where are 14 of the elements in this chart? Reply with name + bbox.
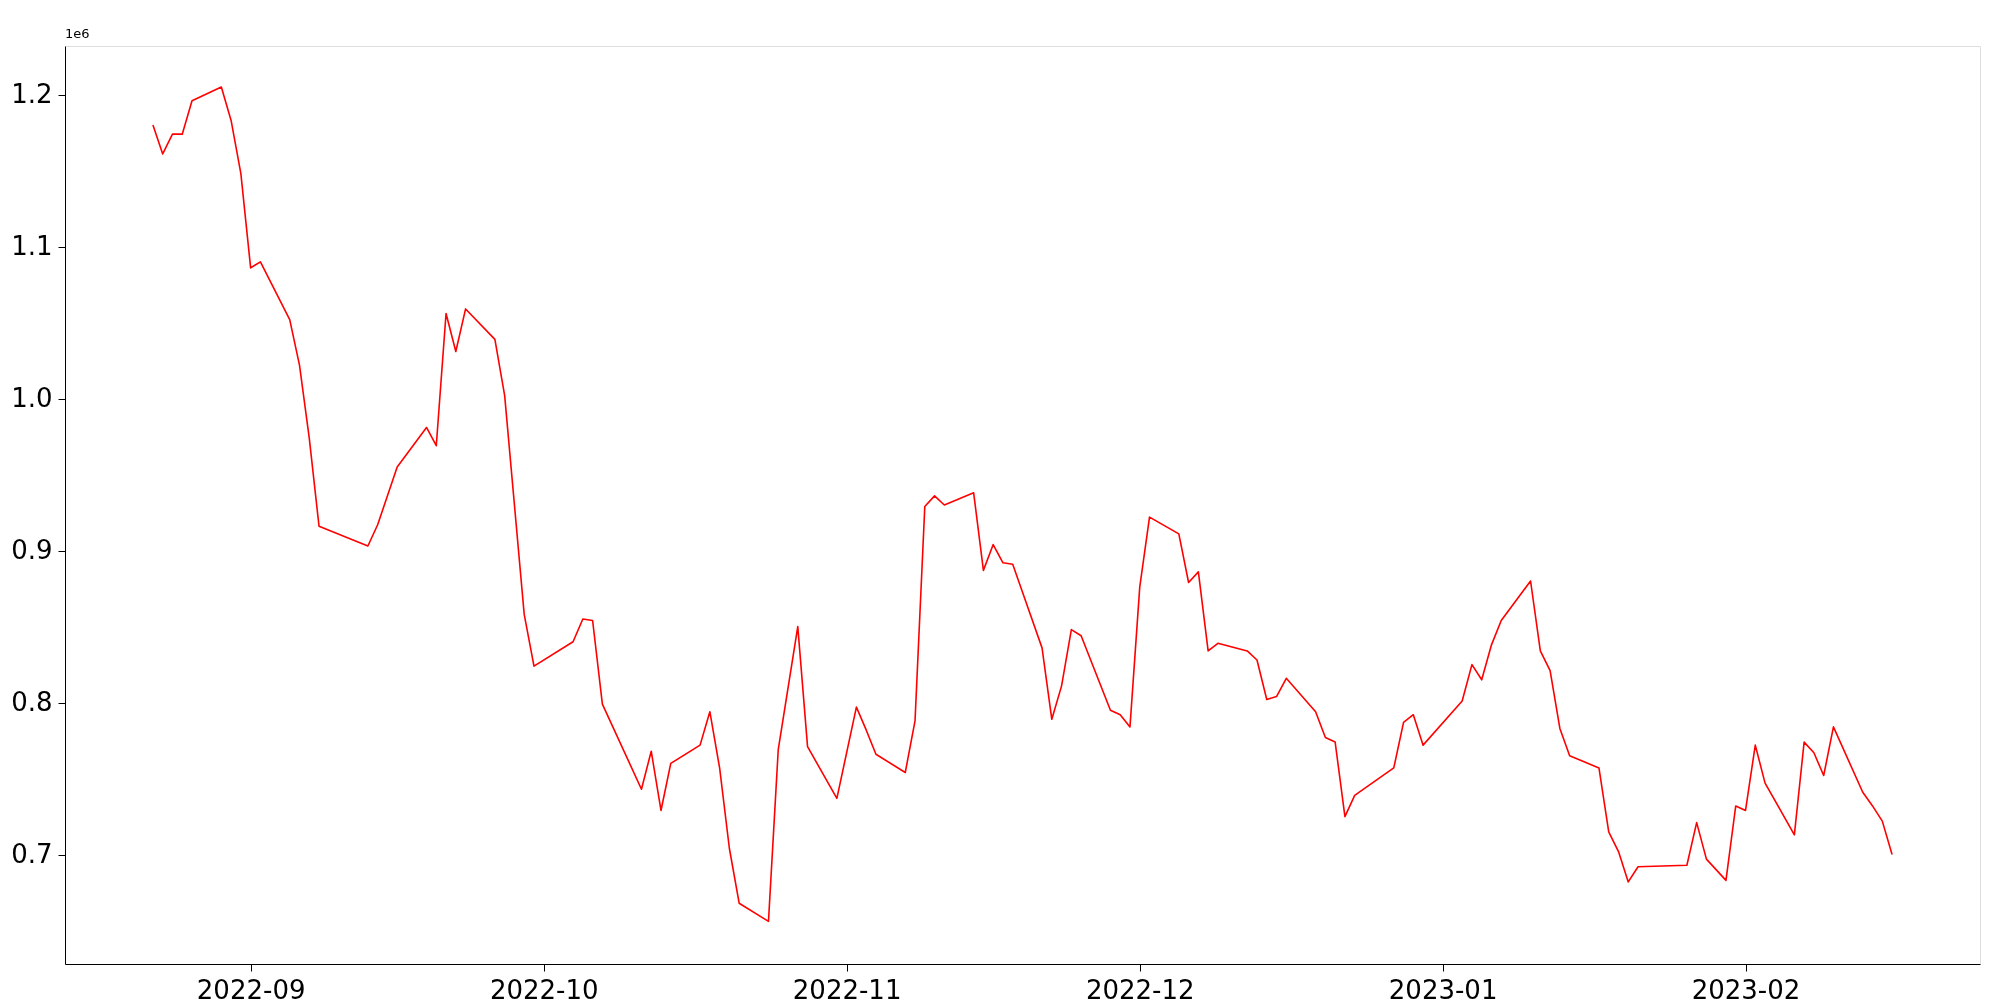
y-tick-label: 1.1 (11, 231, 53, 262)
x-tick-label: 2022-12 (1085, 974, 1195, 1000)
x-tick-label: 2023-02 (1691, 974, 1801, 1000)
x-tick-label: 2022-10 (489, 974, 599, 1000)
x-tick-label: 2022-09 (196, 974, 306, 1000)
y-tick-label: 1.2 (11, 79, 53, 110)
line-series (152, 86, 1893, 923)
y-tick-label: 0.8 (11, 687, 53, 718)
x-tick-label: 2022-11 (792, 974, 902, 1000)
text: 1e6 (65, 26, 90, 41)
x-tick-label: 2023-01 (1388, 974, 1498, 1000)
y-tick-label: 1.0 (11, 383, 53, 414)
y-tick-label: 0.7 (11, 839, 53, 870)
y-tick-label: 0.9 (11, 535, 53, 566)
